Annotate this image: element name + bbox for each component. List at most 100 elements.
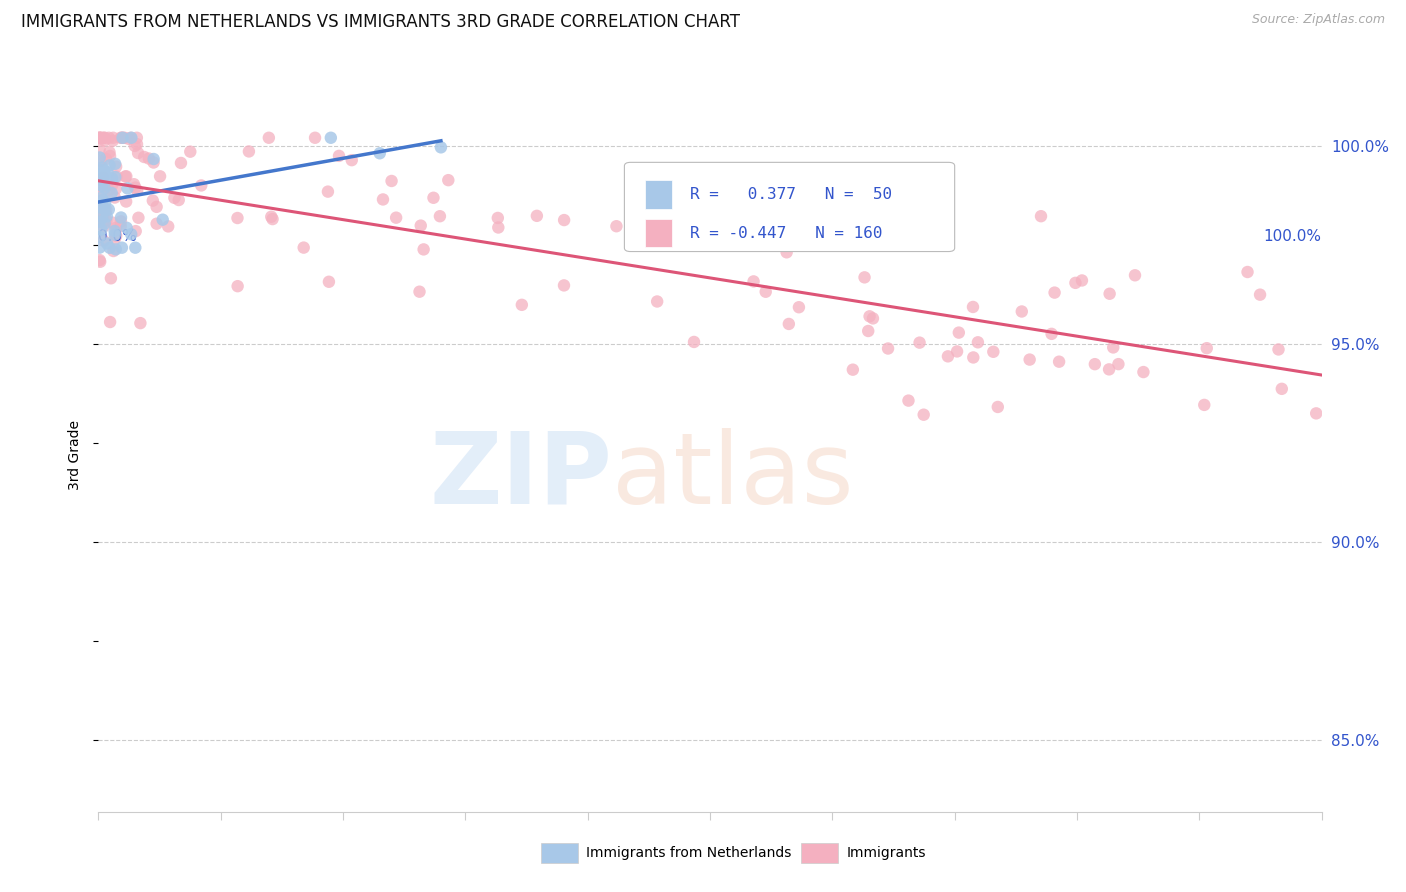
Point <box>1040 326 1063 341</box>
Point <box>89 130 111 145</box>
Point <box>96 213 118 227</box>
Point <box>1107 357 1129 371</box>
Point <box>115 169 138 184</box>
Point <box>1043 285 1066 300</box>
Point <box>149 169 172 184</box>
Point <box>125 224 148 238</box>
Point <box>93 219 115 234</box>
Point <box>145 217 167 231</box>
Point <box>91 169 114 184</box>
Point <box>430 140 453 154</box>
Point <box>111 130 134 145</box>
Point <box>104 232 127 246</box>
Point <box>97 130 120 145</box>
Point <box>93 234 115 248</box>
Point <box>111 241 134 255</box>
Text: Immigrants from Netherlands: Immigrants from Netherlands <box>586 846 792 860</box>
Point <box>94 196 117 211</box>
Point <box>104 224 127 238</box>
Y-axis label: 3rd Grade: 3rd Grade <box>69 420 83 490</box>
Point <box>93 181 115 195</box>
Point <box>1305 406 1327 420</box>
Point <box>96 236 118 251</box>
Point <box>862 311 884 326</box>
Point <box>908 335 931 350</box>
Point <box>122 178 145 192</box>
Point <box>683 334 706 349</box>
Point <box>371 193 394 207</box>
Point <box>429 209 451 223</box>
Point <box>89 130 111 145</box>
Text: 0.0%: 0.0% <box>98 228 138 244</box>
Point <box>94 178 117 192</box>
Point <box>111 130 134 145</box>
Point <box>1018 352 1040 367</box>
Point <box>226 211 249 225</box>
Point <box>981 344 1004 359</box>
Point <box>105 169 128 184</box>
Point <box>553 278 575 293</box>
Point <box>1267 343 1289 357</box>
FancyBboxPatch shape <box>624 162 955 252</box>
Text: Immigrants: Immigrants <box>846 846 927 860</box>
Point <box>94 169 117 183</box>
Point <box>145 200 167 214</box>
Point <box>118 132 141 146</box>
Point <box>89 130 111 145</box>
Point <box>1249 287 1271 301</box>
Point <box>134 150 156 164</box>
Point <box>1011 304 1033 318</box>
Point <box>90 162 112 177</box>
Point <box>897 393 920 408</box>
Point <box>117 181 139 195</box>
Point <box>1047 354 1070 368</box>
Point <box>103 244 125 258</box>
Point <box>101 178 124 192</box>
Point <box>260 210 283 224</box>
Point <box>93 130 115 145</box>
Point <box>967 335 990 350</box>
Point <box>858 310 880 324</box>
Point <box>318 275 340 289</box>
Point <box>731 202 754 216</box>
Point <box>163 191 186 205</box>
Point <box>101 134 124 148</box>
Point <box>328 149 350 163</box>
Point <box>97 202 120 217</box>
Point <box>96 178 118 193</box>
Point <box>93 170 115 185</box>
Point <box>98 149 121 163</box>
Point <box>94 152 117 166</box>
Point <box>114 169 136 184</box>
Point <box>292 241 315 255</box>
Point <box>104 182 127 196</box>
Point <box>157 219 180 234</box>
Point <box>129 316 152 330</box>
Point <box>1064 276 1087 290</box>
Point <box>120 130 142 145</box>
Point <box>621 206 644 220</box>
Point <box>124 180 146 194</box>
Point <box>127 146 149 161</box>
Point <box>1071 273 1094 287</box>
Point <box>90 190 112 204</box>
Point <box>89 169 111 184</box>
Point <box>90 169 112 184</box>
Point <box>115 194 138 209</box>
Point <box>142 194 165 208</box>
Point <box>1195 341 1218 355</box>
Point <box>89 142 111 156</box>
Point <box>124 139 146 153</box>
Point <box>412 243 434 257</box>
Point <box>262 212 284 227</box>
Point <box>89 200 111 214</box>
Point <box>179 145 201 159</box>
Point <box>1029 209 1052 223</box>
Point <box>98 145 121 160</box>
Point <box>1098 286 1121 301</box>
Point <box>104 190 127 204</box>
Point <box>100 271 122 285</box>
Point <box>858 324 880 338</box>
Point <box>94 206 117 220</box>
Point <box>110 214 132 228</box>
